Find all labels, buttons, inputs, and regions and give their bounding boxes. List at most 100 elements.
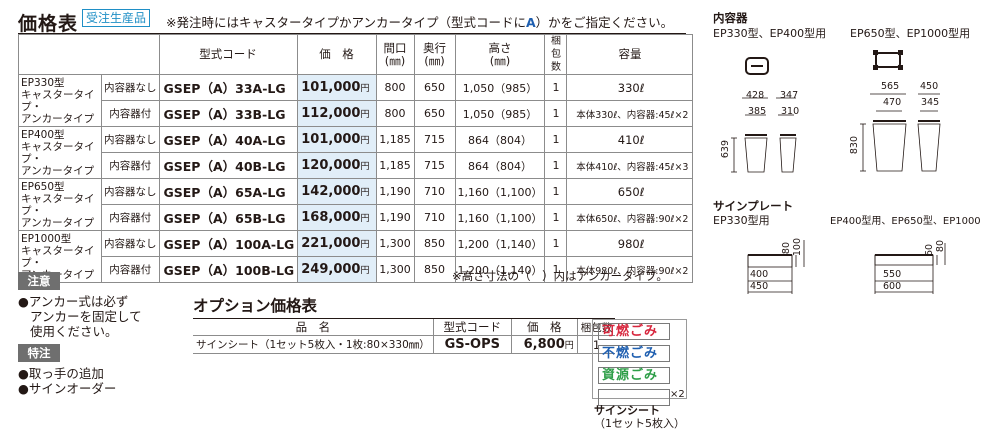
height-cell: 864（804） bbox=[454, 152, 546, 179]
capacity-cell: 650ℓ bbox=[566, 178, 694, 205]
depth-cell: 850 bbox=[413, 230, 456, 257]
header-pack: 梱包 数 bbox=[544, 34, 568, 75]
caution-line: 使用ください。 bbox=[30, 324, 118, 339]
table-header-row: 型式コード 価 格 間口 (㎜) 奥行 (㎜) 高さ (㎜) 梱包 数 容量 bbox=[18, 34, 694, 75]
pack-cell: 1 bbox=[544, 126, 568, 153]
dim-plate-left-total: 100 bbox=[792, 238, 803, 257]
option-code: GS-OPS bbox=[432, 335, 512, 354]
variant-cell: 内容器付 bbox=[101, 152, 160, 179]
height-cell: 1,200（1,140） bbox=[454, 256, 546, 283]
series-name: EP330型 キャスタータイプ・ アンカータイプ bbox=[18, 74, 102, 127]
pack-cell: 1 bbox=[544, 230, 568, 257]
width-cell: 1,300 bbox=[375, 230, 415, 257]
sign-sheet-caption: サインシート （1セット5枚入） bbox=[594, 404, 685, 430]
code-cell: GSEP（A）100B-LG bbox=[158, 256, 298, 283]
caution-line: アンカーを固定して bbox=[30, 309, 142, 324]
lid-icon-left bbox=[745, 57, 769, 75]
height-cell: 864（804） bbox=[454, 126, 546, 153]
code-cell: GSEP（A）100A-LG bbox=[158, 230, 298, 257]
variant-cell: 内容器なし bbox=[101, 126, 160, 153]
capacity-cell: 本体410ℓ、内容器:45ℓ×3 bbox=[566, 152, 694, 179]
special-order-text: ●取っ手の追加 ●サインオーダー bbox=[18, 366, 116, 396]
sign-sheet-illustration bbox=[592, 319, 687, 399]
width-cell: 800 bbox=[375, 100, 415, 127]
depth-cell: 650 bbox=[413, 74, 456, 101]
table-row: EP650型 キャスタータイプ・ アンカータイプ 内容器なし GSEP（A）65A-… bbox=[18, 178, 694, 231]
inner-container-left-drawing bbox=[731, 97, 797, 173]
depth-cell: 715 bbox=[413, 152, 456, 179]
dim-left-outer-depth: 347 bbox=[780, 90, 799, 101]
table-row: EP330型 キャスタータイプ・ アンカータイプ 内容器なし GSEP（A）33A-… bbox=[18, 74, 694, 127]
dim-plate-left-height: 80 bbox=[781, 242, 792, 255]
dim-right-inner-depth: 345 bbox=[921, 97, 940, 108]
options-title: オプション価格表 bbox=[193, 297, 318, 315]
code-cell: GSEP（A）33A-LG bbox=[158, 74, 298, 101]
order-note: ※発注時にはキャスタータイプかアンカータイプ（型式コードにA）かをご指定ください… bbox=[166, 15, 674, 30]
code-cell: GSEP（A）33B-LG bbox=[158, 100, 298, 127]
price-cell: 221,000円 bbox=[296, 230, 377, 257]
price-table: 型式コード 価 格 間口 (㎜) 奥行 (㎜) 高さ (㎜) 梱包 数 容量 E… bbox=[18, 34, 694, 283]
dim-left-outer-width: 428 bbox=[746, 90, 765, 101]
dim-right-outer-depth: 450 bbox=[920, 81, 939, 92]
variant-cell: 内容器なし bbox=[101, 74, 160, 101]
price-cell: 101,000円 bbox=[296, 126, 377, 153]
capacity-cell: 330ℓ bbox=[566, 74, 694, 101]
option-name: サインシート（1セット5枚入・1枚:80×330㎜） bbox=[193, 335, 434, 354]
depth-cell: 850 bbox=[413, 256, 456, 283]
pack-cell: 1 bbox=[544, 204, 568, 231]
sign-plate-left-label: EP330型用 bbox=[713, 214, 770, 227]
table-row: 内容器付 GSEP（A）65B-LG 168,000円 1,190 710 1,160（1… bbox=[19, 204, 694, 231]
depth-cell: 710 bbox=[413, 204, 456, 231]
header-depth: 奥行 (㎜) bbox=[413, 34, 456, 75]
lid-icon-right bbox=[873, 50, 903, 70]
price-cell: 142,000円 bbox=[296, 178, 377, 205]
dim-plate-left-width: 400 bbox=[750, 269, 769, 280]
capacity-cell: 本体980ℓ、内容器:90ℓ×2 bbox=[566, 256, 694, 283]
width-cell: 1,185 bbox=[375, 152, 415, 179]
header-width: 間口 (㎜) bbox=[375, 34, 415, 75]
code-cell: GSEP（A）65B-LG bbox=[158, 204, 298, 231]
depth-cell: 715 bbox=[413, 126, 456, 153]
header-blank bbox=[18, 34, 160, 75]
table-row: EP1000型 キャスタータイプ・ アンカータイプ内容器なしGSEP（A）100… bbox=[18, 230, 694, 283]
header-capacity: 容量 bbox=[566, 34, 694, 75]
variant-cell: 内容器付 bbox=[101, 256, 160, 283]
sign-multiplier: ×2 bbox=[670, 389, 685, 400]
code-cell: GSEP（A）40A-LG bbox=[158, 126, 298, 153]
pack-cell: 1 bbox=[544, 100, 568, 127]
pack-cell: 1 bbox=[544, 178, 568, 205]
variant-cell: 内容器付 bbox=[101, 204, 160, 231]
options-header-price: 価 格 bbox=[510, 318, 578, 336]
dim-right-outer-width: 565 bbox=[881, 81, 900, 92]
width-cell: 1,190 bbox=[375, 204, 415, 231]
dim-plate-right-total-width: 600 bbox=[883, 281, 902, 292]
table-row: EP400型 キャスタータイプ・ アンカータイプ 内容器なし GSEP（A）40A-… bbox=[18, 126, 694, 179]
pack-cell: 1 bbox=[544, 74, 568, 101]
sign-plate-right-label: EP400型用、EP650型、EP1000型用 bbox=[830, 216, 981, 227]
height-cell: 1,200（1,140） bbox=[454, 230, 546, 257]
table-row: 内容器付 GSEP（A）100B-LG 249,000円 1,300 850 1,200（… bbox=[19, 256, 694, 283]
options-header-pack: 梱包数 bbox=[576, 318, 616, 336]
width-cell: 1,300 bbox=[375, 256, 415, 283]
option-pack: 1 bbox=[576, 335, 616, 354]
inner-container-right-label: EP650型、EP1000型用 bbox=[850, 27, 971, 40]
dim-right-inner-width: 470 bbox=[883, 97, 902, 108]
variant-cell: 内容器付 bbox=[101, 100, 160, 127]
caution-label: 注意 bbox=[18, 272, 60, 290]
options-table: 品 名 型式コード 価 格 梱包数 サインシート（1セット5枚入・1枚:80×3… bbox=[193, 318, 616, 354]
dim-left-height: 639 bbox=[720, 140, 731, 159]
price-cell: 101,000円 bbox=[296, 74, 377, 101]
caution-line: ●アンカー式は必ず bbox=[18, 294, 129, 309]
depth-cell: 710 bbox=[413, 178, 456, 205]
table-row: 内容器付 GSEP（A）33B-LG 112,000円 800 650 1,050（985… bbox=[19, 100, 694, 127]
price-cell: 249,000円 bbox=[296, 256, 377, 283]
inner-container-right-drawing bbox=[860, 93, 941, 172]
made-to-order-badge: 受注生産品 bbox=[82, 9, 151, 27]
dim-left-inner-width: 385 bbox=[748, 106, 767, 117]
depth-cell: 650 bbox=[413, 100, 456, 127]
height-cell: 1,160（1,100） bbox=[454, 178, 546, 205]
height-cell: 1,050（985） bbox=[454, 100, 546, 127]
width-cell: 1,190 bbox=[375, 178, 415, 205]
options-header-code: 型式コード bbox=[432, 318, 512, 336]
pack-cell: 1 bbox=[544, 152, 568, 179]
